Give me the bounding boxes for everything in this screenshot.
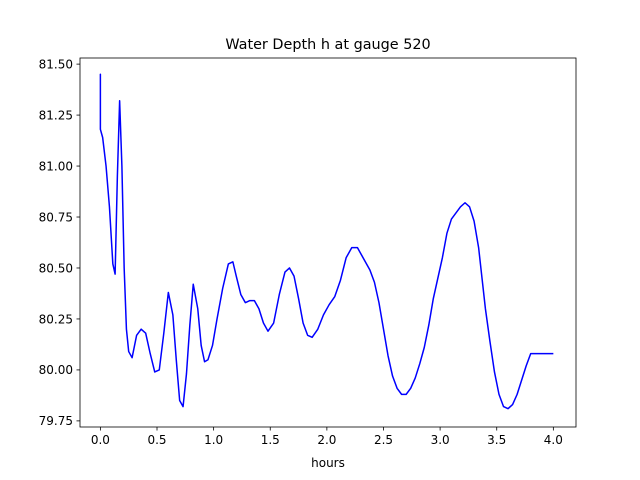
x-tick-label: 3.5 [487, 433, 506, 447]
plot-area: 0.0 0.5 1.0 1.5 2.0 2.5 3.0 3.5 4.0 79.75 80.00 80.… [39, 57, 577, 447]
x-tick-label: 2.5 [374, 433, 393, 447]
x-axis-label: hours [311, 456, 345, 470]
y-tick-label: 80.00 [39, 363, 73, 377]
y-tick-label: 81.00 [39, 159, 73, 173]
series-line-0 [99, 73, 554, 410]
chart-title: Water Depth h at gauge 520 [225, 37, 430, 53]
x-tick-label: 1.5 [261, 433, 280, 447]
x-tick-label: 0.0 [91, 433, 110, 447]
x-tick-label: 1.0 [204, 433, 223, 447]
x-tick-label: 4.0 [544, 433, 563, 447]
axes-frame [79, 57, 577, 428]
y-tick-label: 80.25 [39, 312, 73, 326]
x-tick-label: 2.0 [317, 433, 336, 447]
y-tick-label: 81.50 [39, 57, 73, 71]
y-tick-label: 79.75 [39, 414, 73, 428]
y-tick-label: 80.75 [39, 210, 73, 224]
x-tick-label: 0.5 [147, 433, 166, 447]
x-tick-label: 3.0 [431, 433, 450, 447]
y-tick-label: 80.50 [39, 261, 73, 275]
y-tick-label: 81.25 [39, 108, 73, 122]
